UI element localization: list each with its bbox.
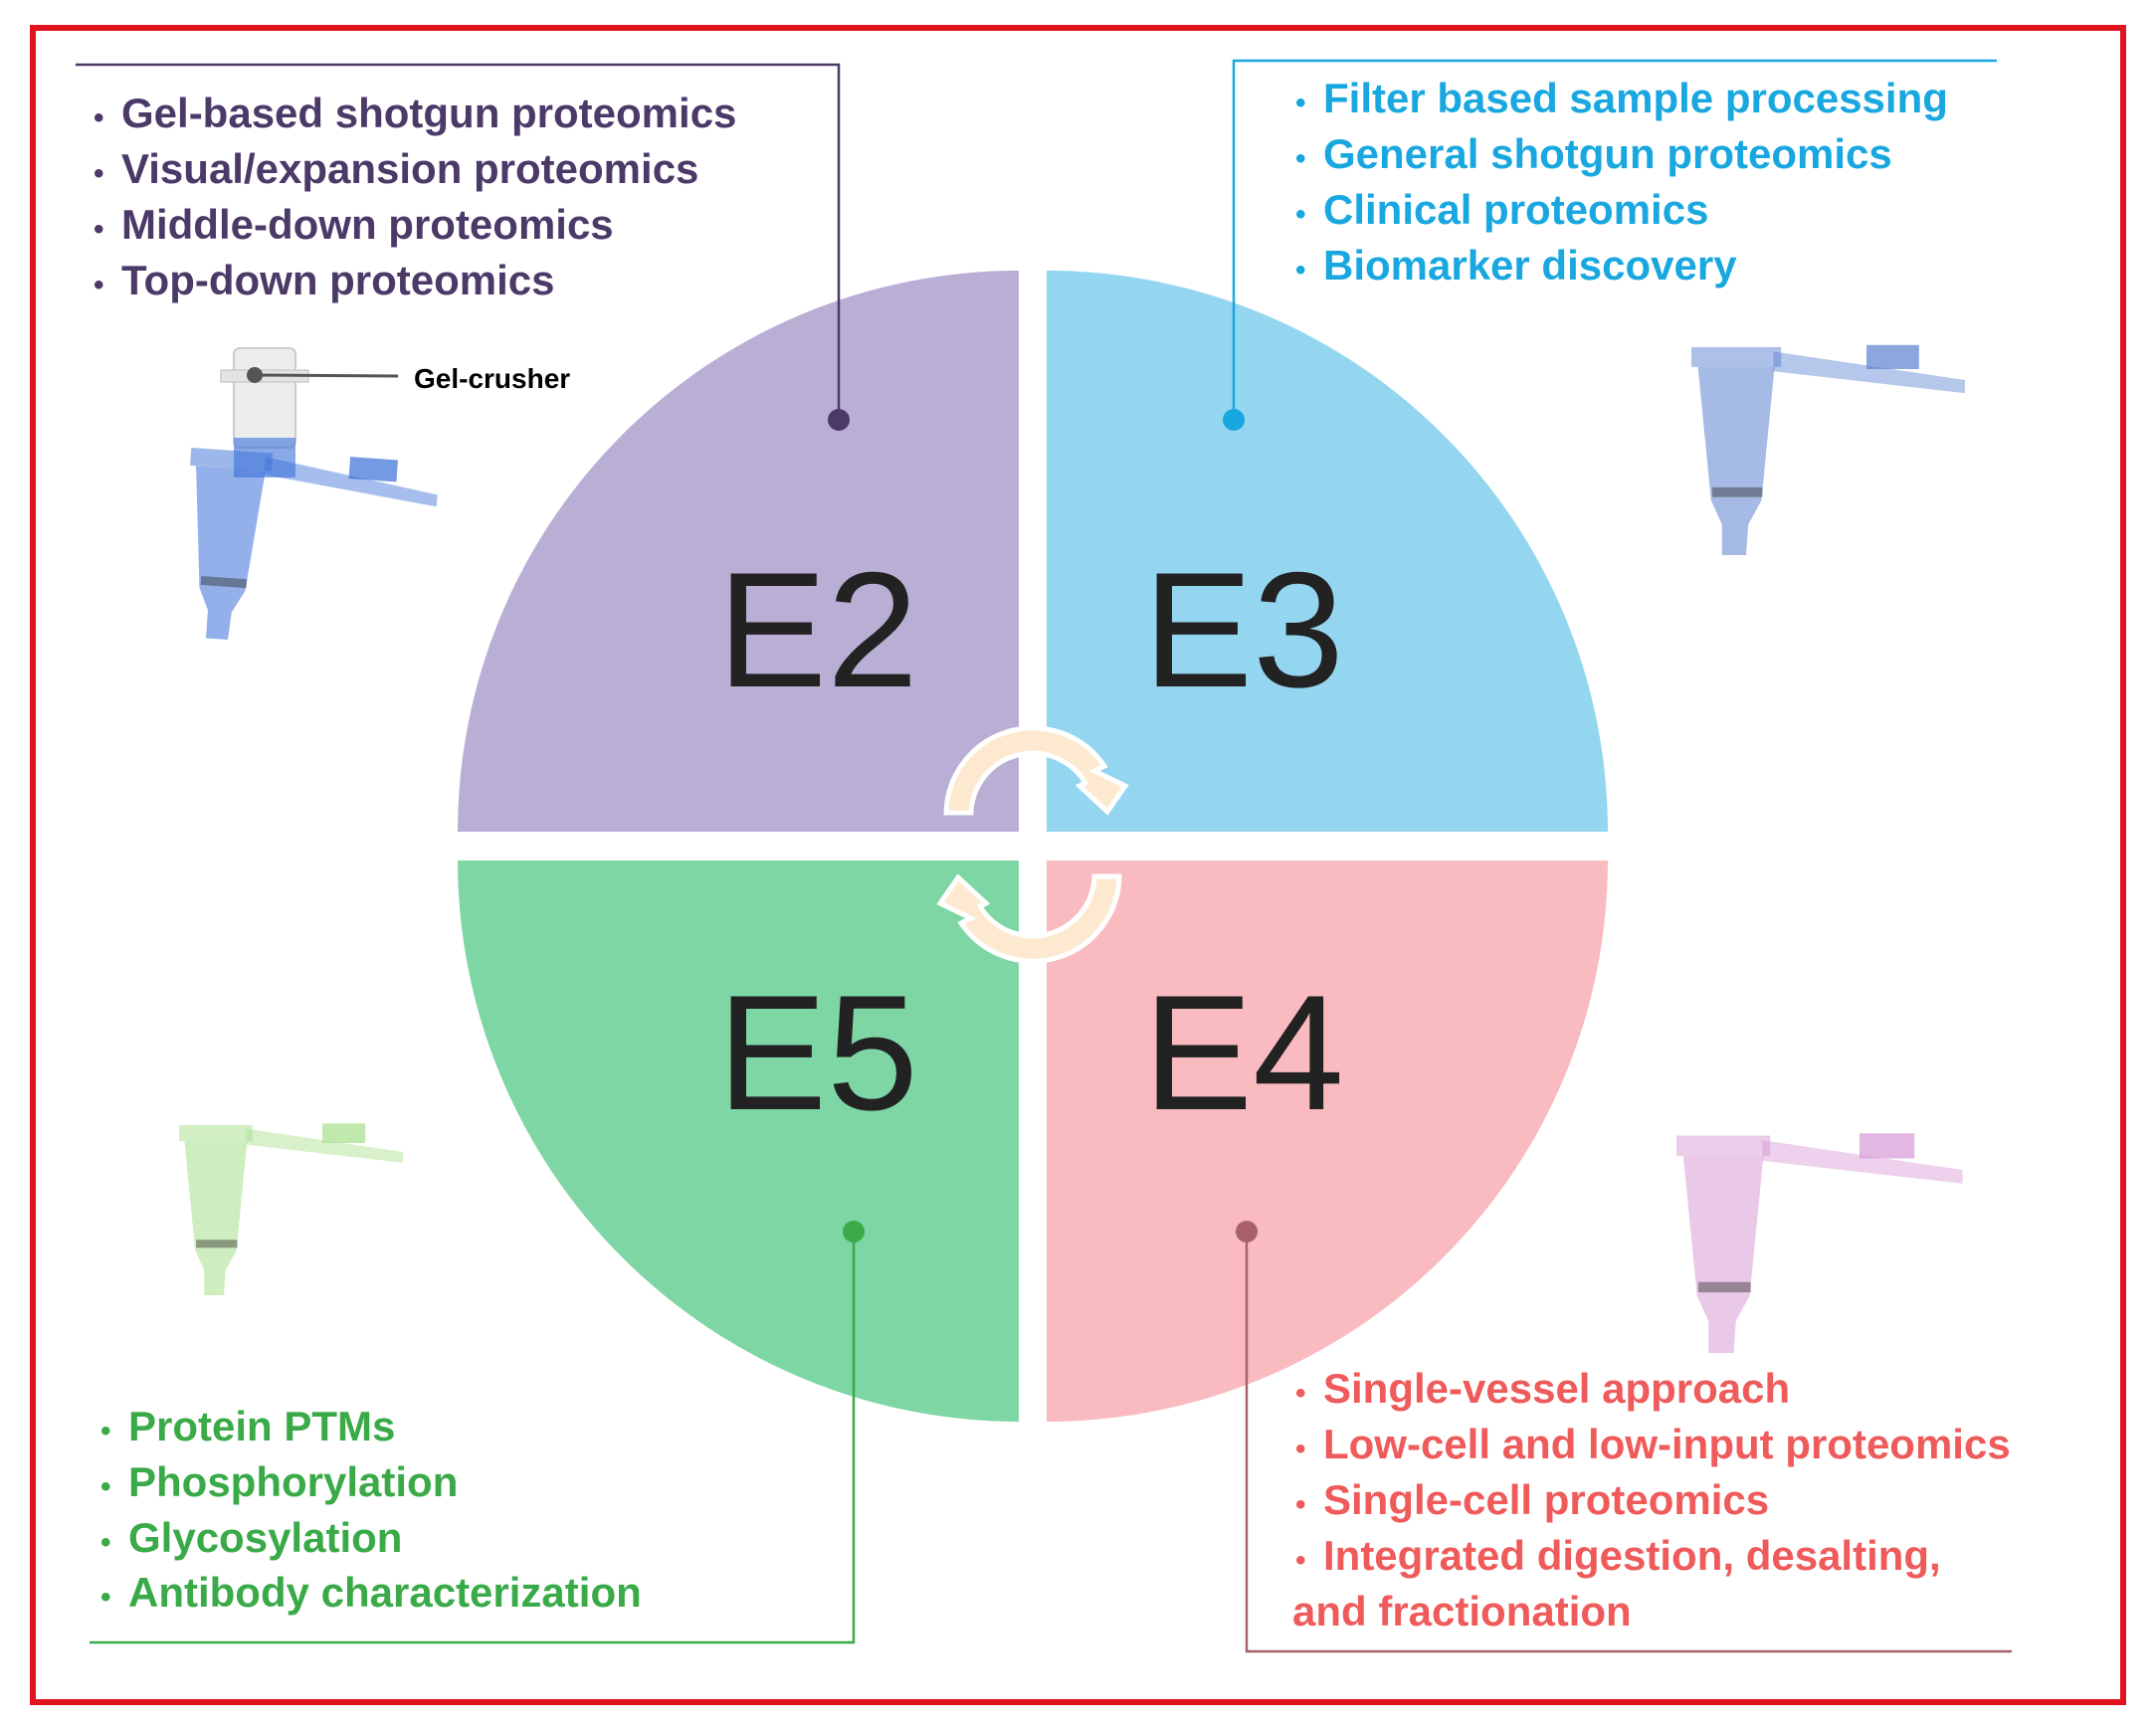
leader-line-e3 [1232, 59, 1997, 420]
leader-line-e2 [76, 63, 841, 420]
bullet-icon: • [1295, 1433, 1306, 1465]
bullet-icon: • [100, 1415, 111, 1447]
list-item: Low-cell and low-input proteomics [1323, 1421, 2011, 1467]
label-e3: E3 [1143, 538, 1344, 721]
leader-line-e4 [1245, 1232, 2012, 1653]
list-item: General shotgun proteomics [1323, 130, 1892, 177]
list-item: Glycosylation [128, 1514, 402, 1561]
label-e5: E5 [717, 961, 918, 1144]
dot-e4 [1236, 1221, 1258, 1243]
list-item: Protein PTMs [128, 1403, 395, 1449]
bullet-icon: • [1295, 87, 1306, 119]
bullet-icon: • [1295, 142, 1306, 175]
filter-tube-e3-icon [1691, 344, 1965, 555]
bullet-icon: • [1295, 1377, 1306, 1410]
list-item: Top-down proteomics [121, 257, 555, 303]
list-item: Biomarker discovery [1323, 242, 1737, 288]
filter-tube-e4-icon [1676, 1133, 1963, 1353]
list-e4: • Single-vessel approach • Low-cell and low… [1295, 1365, 2011, 1579]
list-item: Gel-based shotgun proteomics [121, 90, 736, 136]
bullet-icon: • [94, 101, 104, 134]
gel-crusher-label: Gel-crusher [414, 363, 570, 394]
bullet-icon: • [1295, 1544, 1306, 1577]
dot-e3 [1223, 409, 1245, 431]
leader-line-e5 [90, 1232, 856, 1644]
bullet-icon: • [1295, 1488, 1306, 1521]
label-e4: E4 [1143, 961, 1344, 1144]
filter-tube-e5-icon [179, 1123, 403, 1295]
cycle-arrow-icon [936, 725, 1129, 964]
list-item: Antibody characterization [128, 1569, 642, 1616]
list-item: Middle-down proteomics [121, 201, 614, 248]
quadrant-e2 [458, 271, 1019, 832]
list-e2: • Gel-based shotgun proteomics • Visual/exp… [94, 90, 736, 303]
list-e3: • Filter based sample processing • General … [1295, 75, 1948, 288]
bullet-icon: • [94, 213, 104, 246]
quadrant-e5 [458, 861, 1019, 1422]
bullet-icon: • [100, 1526, 111, 1559]
list-item: Phosphorylation [128, 1458, 458, 1505]
list-e4-continuation: and fractionation [1292, 1588, 1632, 1634]
bullet-icon: • [94, 269, 104, 301]
quadrant-e3 [1047, 271, 1608, 832]
frame [30, 25, 2126, 1705]
list-item: Filter based sample processing [1323, 75, 1948, 121]
quadrant-e4 [1047, 861, 1608, 1422]
list-item: Visual/expansion proteomics [121, 145, 698, 192]
gel-crusher-tube-icon [178, 347, 440, 654]
label-e2: E2 [717, 538, 918, 721]
list-item: Integrated digestion, desalting, [1323, 1532, 1941, 1579]
bullet-icon: • [1295, 198, 1306, 231]
list-e5: • Protein PTMs • Phosphorylation • Glycosylat… [100, 1403, 642, 1616]
bullet-icon: • [100, 1470, 111, 1503]
dot-e5 [843, 1221, 865, 1243]
list-item: Clinical proteomics [1323, 186, 1708, 233]
list-item: Single-cell proteomics [1323, 1476, 1769, 1523]
bullet-icon: • [100, 1581, 111, 1614]
bullet-icon: • [94, 157, 104, 190]
bullet-icon: • [1295, 254, 1306, 287]
list-item: Single-vessel approach [1323, 1365, 1790, 1412]
dot-e2 [828, 409, 850, 431]
